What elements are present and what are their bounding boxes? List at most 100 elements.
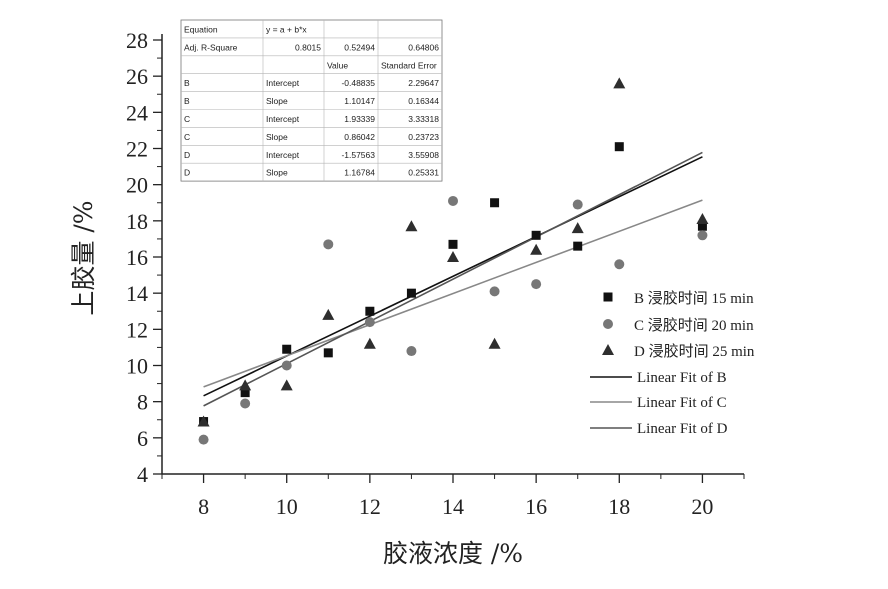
y-tick-label: 12 — [126, 317, 148, 342]
y-tick-label: 6 — [137, 426, 148, 451]
point-d — [488, 337, 501, 349]
y-tick-label: 20 — [126, 173, 148, 198]
stats-table-cell: Equation — [184, 25, 218, 35]
stats-table-cell: 0.8015 — [295, 42, 321, 52]
point-c — [406, 346, 417, 357]
fit-lines — [203, 151, 703, 407]
legend-fit-label-b: Linear Fit of B — [637, 370, 727, 386]
point-d — [239, 379, 252, 391]
legend-label-b: B 浸胶时间 15 min — [634, 290, 754, 307]
point-d — [613, 77, 626, 89]
stats-table-cell: Intercept — [266, 150, 300, 160]
stats-table-cell: 0.16344 — [408, 96, 439, 106]
stats-table-cell: y = a + b*x — [266, 25, 307, 35]
stats-table: Equation y = a + b*x Adj. R-Square 0.8015 0.… — [180, 19, 443, 182]
stats-table-cell: Value — [327, 60, 348, 70]
fit-line-d — [203, 151, 703, 407]
data-points — [197, 77, 709, 445]
point-d — [405, 220, 418, 232]
point-c — [281, 360, 292, 371]
point-d — [571, 222, 584, 234]
axes: 4 6 8 10 12 14 16 18 20 22 24 26 28 8 10 12 14 16 18 20 — [126, 28, 745, 519]
legend-label-d: D 浸胶时间 25 min — [634, 343, 755, 360]
legend-fit-label-d: Linear Fit of D — [637, 421, 728, 437]
stats-table-cell: 1.93339 — [344, 114, 375, 124]
y-tick-label: 16 — [126, 245, 148, 270]
stats-table-cell: 1.10147 — [344, 96, 375, 106]
stats-table-cell: Intercept — [266, 114, 300, 124]
point-d — [447, 251, 459, 262]
point-c — [572, 199, 583, 210]
point-b — [323, 348, 333, 358]
point-d — [530, 243, 543, 255]
y-tick-label: 14 — [126, 281, 148, 306]
point-b — [697, 221, 707, 231]
y-tick-label: 28 — [126, 28, 148, 53]
stats-table-cell: 3.33318 — [408, 114, 439, 124]
point-b — [490, 198, 500, 208]
legend-fit-label-c: Linear Fit of C — [637, 395, 727, 411]
fit-line-b — [203, 156, 703, 397]
stats-table-cell: Standard Error — [381, 60, 437, 70]
stats-table-cell: C — [184, 114, 190, 124]
fit-line-c — [203, 199, 703, 388]
stats-table-cell: Slope — [266, 132, 288, 142]
stats-table-cell: 0.64806 — [408, 42, 439, 52]
stats-table-cell: 0.25331 — [408, 168, 439, 178]
x-tick-label: 16 — [525, 494, 547, 519]
point-b — [365, 306, 375, 316]
point-c — [198, 434, 209, 445]
stats-table-cell: D — [184, 150, 190, 160]
stats-table-cell: C — [184, 132, 190, 142]
x-tick-label: 8 — [198, 494, 209, 519]
stats-table-cell: B — [184, 96, 190, 106]
x-tick-label: 20 — [691, 494, 713, 519]
point-d — [280, 379, 293, 391]
stats-table-cell: Slope — [266, 96, 288, 106]
x-tick-label: 10 — [276, 494, 298, 519]
legend-label-c: C 浸胶时间 20 min — [634, 317, 754, 334]
point-b — [282, 344, 292, 354]
point-d — [696, 213, 709, 225]
point-b — [531, 230, 541, 240]
stats-table-cell: 3.55908 — [408, 150, 439, 160]
legend-marker-c — [603, 319, 613, 329]
legend-marker-b — [603, 292, 613, 302]
y-axis-title: 上胶量 /% — [69, 200, 98, 315]
x-tick-label: 18 — [608, 494, 630, 519]
point-d — [197, 415, 210, 427]
stats-table-cell: 2.29647 — [408, 78, 439, 88]
y-tick-label: 22 — [126, 137, 148, 162]
y-tick-label: 18 — [126, 209, 148, 234]
stats-table-cell: Adj. R-Square — [184, 42, 238, 52]
y-tick-label: 10 — [126, 354, 148, 379]
stats-table-cell: -0.48835 — [341, 78, 375, 88]
stats-table-cell: 0.52494 — [344, 42, 375, 52]
stats-table-cell: -1.57563 — [341, 150, 375, 160]
stats-table-cell: B — [184, 78, 190, 88]
stats-table-cell: 0.86042 — [344, 132, 375, 142]
stats-table-cell: Intercept — [266, 78, 300, 88]
point-c — [531, 279, 542, 290]
point-b — [573, 241, 583, 251]
stats-table-cell: D — [184, 168, 190, 178]
point-b — [614, 142, 624, 152]
stats-table-cell: 1.16784 — [344, 168, 375, 178]
point-c — [364, 317, 375, 328]
x-tick-label: 14 — [442, 494, 464, 519]
y-tick-label: 24 — [126, 100, 148, 125]
legend: B 浸胶时间 15 min C 浸胶时间 20 min D 浸胶时间 25 min L… — [590, 290, 755, 437]
y-tick-label: 4 — [137, 462, 148, 487]
y-tick-label: 8 — [137, 390, 148, 415]
point-d — [322, 308, 335, 320]
point-b — [448, 239, 458, 249]
point-c — [448, 195, 458, 206]
stats-table-cell: 0.23723 — [408, 132, 439, 142]
point-c — [240, 398, 251, 409]
x-axis-title: 胶液浓度 /% — [383, 539, 523, 568]
point-d — [363, 337, 376, 349]
point-b — [240, 388, 250, 398]
point-c — [323, 239, 334, 250]
x-tick-label: 12 — [359, 494, 381, 519]
